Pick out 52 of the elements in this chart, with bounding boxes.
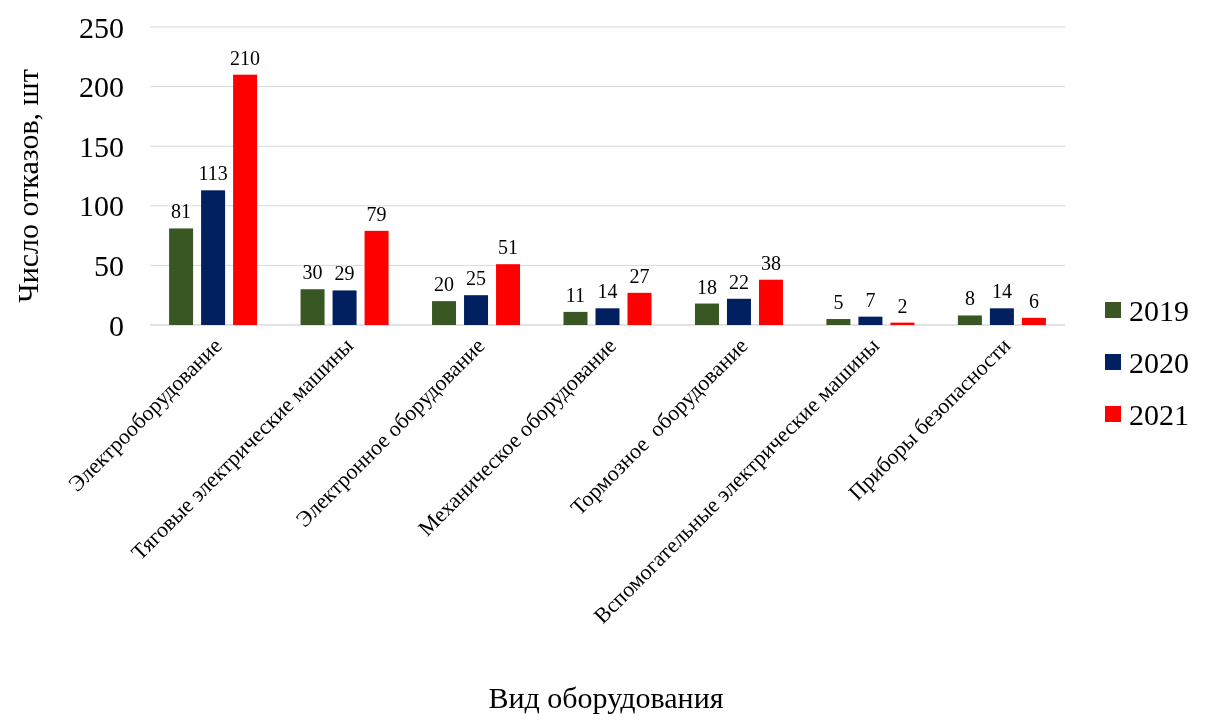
y-axis-title: Число отказов, шт	[11, 69, 44, 303]
data-label: 79	[366, 202, 387, 225]
bar	[826, 319, 851, 325]
data-label: 25	[466, 267, 487, 290]
bar	[758, 279, 783, 325]
data-label: 11	[565, 283, 586, 306]
y-tick-label: 50	[94, 248, 124, 282]
data-label: 29	[334, 262, 355, 285]
y-tick-label: 0	[109, 308, 124, 342]
bar	[432, 301, 457, 325]
y-tick-label: 200	[79, 70, 124, 104]
data-label: 5	[833, 291, 844, 314]
bar	[364, 230, 389, 325]
data-label: 2	[897, 294, 908, 317]
bar	[332, 290, 357, 325]
bar	[563, 311, 588, 325]
data-label: 30	[302, 261, 323, 284]
data-label: 38	[760, 251, 781, 274]
legend-label: 2020	[1129, 345, 1189, 379]
legend-label: 2019	[1129, 293, 1189, 327]
bar	[858, 316, 883, 325]
bar	[1021, 317, 1046, 325]
data-label: 113	[198, 162, 228, 185]
data-label: 20	[434, 273, 455, 296]
data-label: 81	[171, 200, 192, 223]
data-label: 7	[865, 288, 876, 311]
y-tick-label: 100	[79, 189, 124, 223]
data-label: 51	[498, 236, 519, 259]
bar	[627, 292, 652, 325]
data-label: 210	[230, 46, 261, 69]
data-label: 18	[696, 275, 717, 298]
data-label: 14	[991, 280, 1012, 303]
bar	[169, 228, 194, 325]
bar	[464, 295, 489, 325]
data-label: 6	[1028, 289, 1039, 312]
bar	[694, 303, 719, 325]
y-tick-label: 250	[79, 10, 124, 44]
bar	[726, 298, 751, 325]
data-label: 22	[728, 270, 749, 293]
bar	[989, 308, 1014, 325]
legend-label: 2021	[1129, 397, 1189, 431]
bar	[233, 74, 258, 325]
bar	[496, 264, 521, 325]
x-axis-title: Вид оборудования	[488, 681, 724, 714]
bar	[201, 190, 226, 325]
bar	[595, 308, 620, 325]
data-label: 14	[597, 280, 618, 303]
y-tick-label: 150	[79, 129, 124, 163]
data-label: 8	[964, 287, 975, 310]
data-label: 27	[629, 264, 650, 287]
bar	[300, 289, 325, 325]
bar	[957, 315, 982, 325]
